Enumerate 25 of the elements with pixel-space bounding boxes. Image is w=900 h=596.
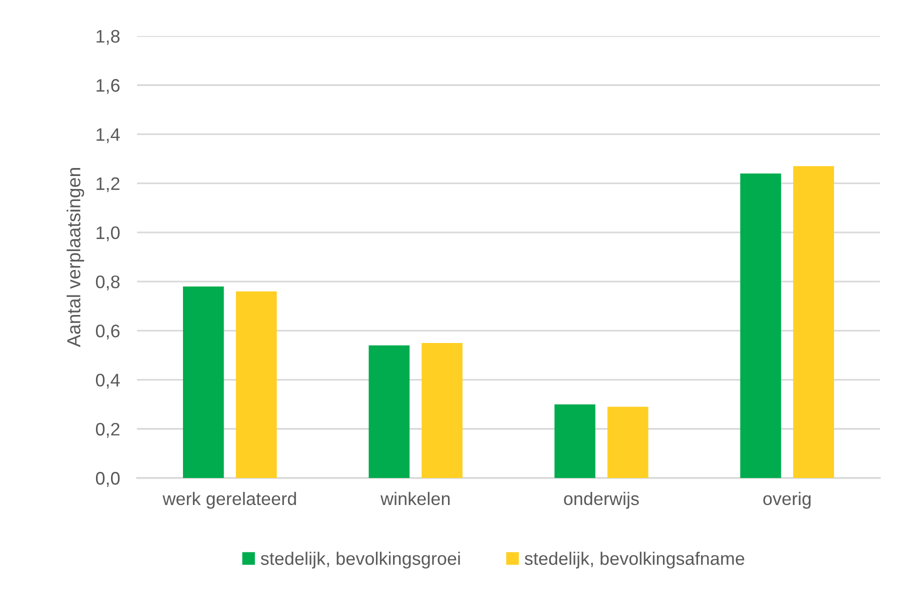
y-tick-label: 1,4	[96, 128, 120, 144]
x-tick-label: overig	[763, 492, 811, 509]
y-axis-title: Aantal verplaatsingen	[66, 168, 84, 348]
y-tick-label: 1,0	[96, 226, 120, 242]
y-tick-label: 0,6	[96, 324, 120, 340]
y-tick-label: 0,8	[96, 275, 120, 290]
x-tick-label: werk gerelateerd	[162, 492, 296, 509]
legend-label: stedelijk, bevolkingsgroei	[260, 552, 460, 569]
y-tick-label: 1,2	[96, 177, 120, 192]
y-tick-label: 0,4	[96, 374, 120, 389]
bar	[182, 286, 224, 478]
x-tick-label: winkelen	[380, 492, 450, 506]
bar	[740, 174, 782, 478]
legend-label: stedelijk, bevolkingsafname	[524, 552, 744, 569]
bar	[422, 342, 463, 478]
y-tick-label: 1,8	[96, 30, 120, 45]
bar	[793, 166, 834, 478]
y-tick-label: 0,0	[96, 472, 120, 487]
bar	[554, 404, 596, 478]
x-tick-label: onderwijs	[564, 492, 639, 509]
bar	[607, 406, 648, 478]
bar	[368, 345, 410, 478]
bar	[236, 291, 277, 478]
y-tick-label: 0,2	[96, 422, 120, 438]
y-tick-label: 1,6	[96, 79, 120, 94]
